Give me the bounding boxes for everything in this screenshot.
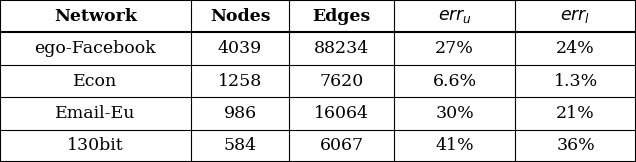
Text: $\mathit{err}_u$: $\mathit{err}_u$: [438, 7, 472, 25]
Text: 986: 986: [223, 105, 257, 122]
Text: Econ: Econ: [73, 73, 118, 89]
Text: 584: 584: [223, 137, 257, 154]
Text: 27%: 27%: [435, 40, 474, 57]
Text: 21%: 21%: [556, 105, 595, 122]
Text: 88234: 88234: [314, 40, 370, 57]
Text: Email-Eu: Email-Eu: [55, 105, 135, 122]
Text: 24%: 24%: [556, 40, 595, 57]
Text: 4039: 4039: [218, 40, 262, 57]
Text: 16064: 16064: [314, 105, 370, 122]
Text: 36%: 36%: [556, 137, 595, 154]
Text: 6067: 6067: [320, 137, 364, 154]
Text: 130bit: 130bit: [67, 137, 124, 154]
Text: 1258: 1258: [218, 73, 262, 89]
Text: $\mathit{err}_l$: $\mathit{err}_l$: [560, 7, 591, 25]
Text: ego-Facebook: ego-Facebook: [34, 40, 156, 57]
Text: 30%: 30%: [436, 105, 474, 122]
Text: Network: Network: [54, 8, 137, 25]
Text: 1.3%: 1.3%: [553, 73, 598, 89]
Text: Nodes: Nodes: [210, 8, 270, 25]
Text: 6.6%: 6.6%: [432, 73, 477, 89]
Text: 7620: 7620: [320, 73, 364, 89]
Text: Edges: Edges: [313, 8, 371, 25]
Text: 41%: 41%: [436, 137, 474, 154]
